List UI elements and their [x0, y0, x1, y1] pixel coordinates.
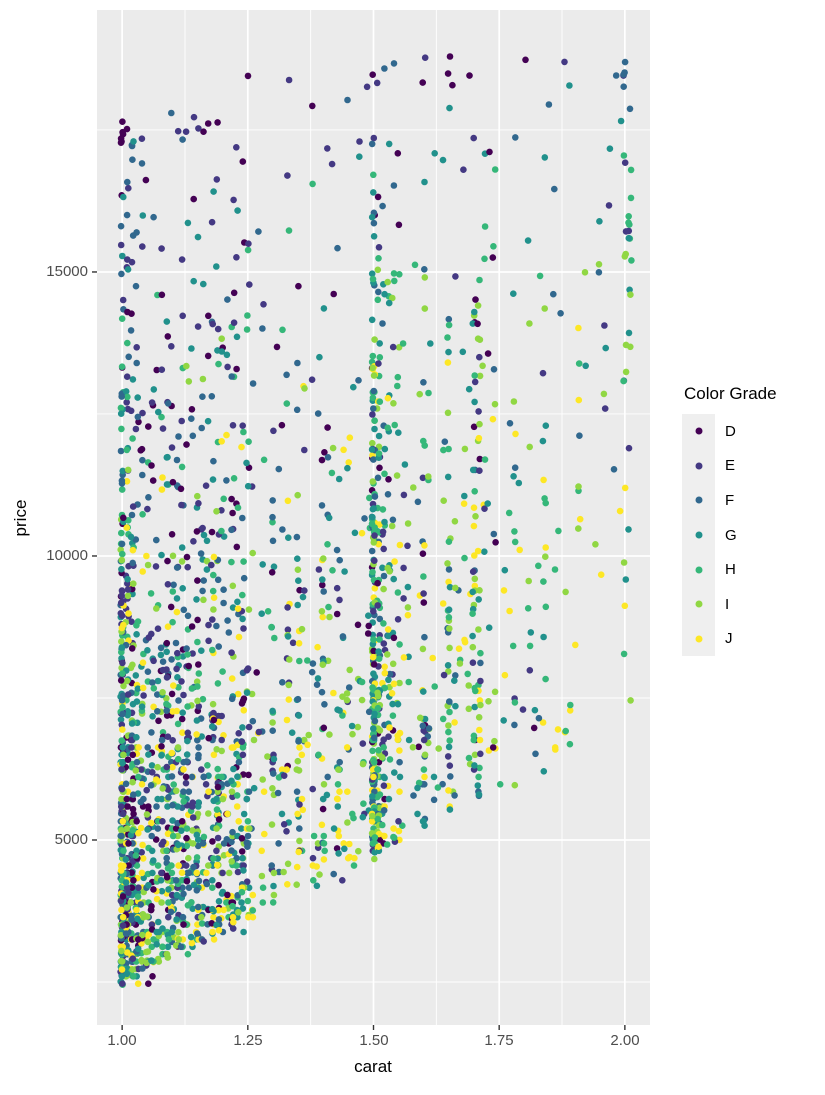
legend-key — [682, 483, 715, 518]
x-tick-label-1.00: 1.00 — [107, 1032, 137, 1049]
x-tick-label-1.50: 1.50 — [359, 1032, 389, 1049]
y-axis-title: price — [11, 499, 30, 537]
legend-key — [682, 586, 715, 622]
legend-label: J — [725, 630, 733, 648]
legend-label: D — [725, 422, 736, 440]
legend-item-G: G — [682, 517, 777, 553]
legend: Color Grade D E F G H I J — [682, 384, 777, 657]
legend-dot-F-icon — [695, 496, 702, 504]
legend-dot-I-icon — [695, 600, 702, 608]
scatter-points-layer — [117, 53, 635, 988]
legend-title: Color Grade — [684, 384, 777, 403]
legend-dot-G-icon — [695, 531, 702, 539]
legend-label: E — [725, 457, 736, 475]
legend-item-D: D — [682, 414, 777, 449]
legend-key — [682, 552, 715, 587]
legend-label: F — [725, 491, 735, 509]
x-tick-label-2.00: 2.00 — [610, 1032, 640, 1049]
legend-key — [682, 621, 715, 657]
legend-label: G — [725, 526, 737, 544]
legend-key — [682, 517, 715, 553]
legend-dot-H-icon — [695, 566, 702, 574]
legend-label: I — [725, 595, 730, 613]
x-tick-label-1.25: 1.25 — [233, 1032, 263, 1049]
legend-item-F: F — [682, 483, 777, 518]
y-tick-label-10000: 10000 — [46, 547, 88, 564]
legend-dot-J-icon — [695, 635, 702, 643]
y-tick-label-15000: 15000 — [46, 263, 88, 280]
legend-label: H — [725, 561, 736, 579]
y-tick-label-5000: 5000 — [54, 831, 88, 848]
legend-dot-E-icon — [695, 462, 702, 470]
legend-item-J: J — [682, 621, 777, 657]
legend-key — [682, 448, 715, 484]
legend-item-E: E — [682, 448, 777, 484]
legend-key — [682, 414, 715, 449]
legend-item-I: I — [682, 586, 777, 622]
legend-dot-D-icon — [695, 427, 702, 435]
x-tick-label-1.75: 1.75 — [484, 1032, 514, 1049]
legend-item-H: H — [682, 552, 777, 587]
x-axis-title: carat — [354, 1057, 392, 1076]
